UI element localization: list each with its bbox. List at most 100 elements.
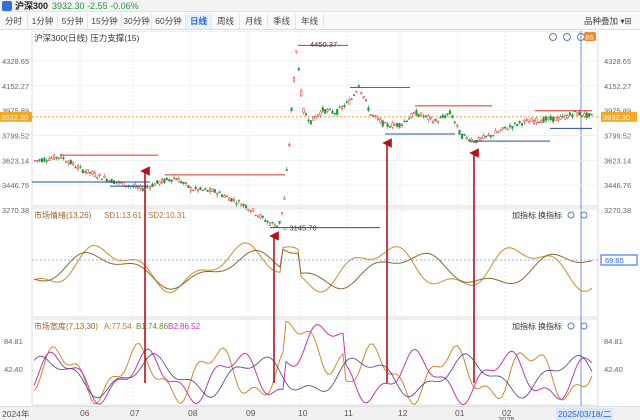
candle-body (444, 115, 447, 119)
candle-body (499, 129, 502, 132)
tab-4[interactable]: 30分钟 (122, 13, 152, 29)
candle-body (568, 112, 572, 116)
time-label: 11 (344, 408, 353, 418)
candle-body (151, 183, 154, 188)
candle-body (321, 107, 324, 112)
candle-body (271, 221, 274, 224)
price-tag-right (601, 111, 637, 122)
candle-body (256, 215, 260, 218)
candle-body (105, 178, 108, 182)
candle-body (484, 135, 488, 138)
grid-icon[interactable]: ⊞ (624, 16, 632, 26)
candle-body (504, 126, 507, 129)
tab-0[interactable]: 分时 (0, 13, 28, 29)
tab-3[interactable]: 15分钟 (88, 13, 122, 29)
candle-body (441, 115, 444, 118)
tab-10[interactable]: 年线 (296, 13, 324, 29)
overlay-button[interactable]: 品种叠加 ▾ (584, 15, 625, 27)
candle-body (160, 179, 164, 183)
candle-body (487, 134, 490, 137)
price-change-pct: -0.06% (110, 1, 139, 11)
candle-body (223, 195, 226, 198)
candle-body (384, 122, 387, 124)
candle-body (588, 113, 591, 117)
candle-body (110, 178, 113, 184)
panel3-frame (31, 318, 599, 406)
add-indicator-link: 加指标 (512, 321, 536, 331)
badge-text: B5 (586, 35, 594, 42)
candle-body (88, 171, 92, 174)
tab-6[interactable]: 日线 (186, 13, 212, 29)
candle-body (175, 178, 178, 180)
candle-body (194, 186, 197, 190)
y-tick-label-left: 3446.76 (2, 181, 29, 190)
candle-body (72, 162, 75, 166)
candle-body (350, 98, 353, 100)
candle-body (348, 99, 351, 105)
candle-body (273, 224, 276, 227)
breadth-line-b2 (33, 324, 593, 406)
candle-body (458, 129, 461, 135)
y-tick-label-right: 4328.65 (604, 57, 631, 66)
candle-body (367, 107, 370, 111)
candle-body (456, 124, 459, 127)
tab-7[interactable]: 周线 (212, 13, 240, 29)
y-tick-label-left: 4152.27 (2, 82, 29, 91)
candle-body (453, 121, 456, 124)
time-label: 08 (188, 408, 198, 418)
candle-body (345, 101, 348, 103)
price-tag-left-text: 3932.30 (1, 113, 28, 122)
candle-body (146, 186, 149, 188)
candle-body (249, 210, 252, 213)
candle-body (204, 188, 207, 190)
candle-body (571, 114, 574, 118)
candle-body (189, 187, 192, 192)
candle-body (489, 135, 492, 138)
candle-body (578, 111, 581, 116)
candle-body (340, 106, 344, 109)
time-label: 2024年 (2, 409, 30, 419)
close-icon (580, 211, 588, 219)
candle-body (403, 120, 406, 123)
chart-svg[interactable]: 沪深300(日线) 压力支撑(15) B5 4328.65 4328.65 4152.2… (0, 30, 640, 406)
candle-body (472, 141, 476, 143)
candle-body (446, 113, 449, 115)
panel3-y-tick: 84.81 (4, 337, 23, 346)
candle-body (564, 115, 567, 120)
chart-area[interactable]: 沪深300(日线) 压力支撑(15) B5 4328.65 4328.65 4152.2… (0, 30, 640, 406)
candle-body (33, 160, 36, 162)
candle-body (96, 177, 99, 179)
candle-body (463, 133, 466, 136)
add-indicator-link: 加指标 (512, 210, 536, 220)
y-tick-label-left: 4328.65 (2, 57, 29, 66)
y-tick-label-left: 3799.52 (2, 131, 29, 140)
candle-body (590, 113, 593, 116)
price-readout: 3932.30 -2.55 -0.06% (52, 0, 139, 12)
candle-body (158, 181, 161, 185)
candle-body (276, 225, 279, 227)
candle-body (84, 171, 87, 173)
tab-8[interactable]: 月线 (240, 13, 268, 29)
tab-5[interactable]: 60分钟 (152, 13, 186, 29)
tab-9[interactable]: 季线 (268, 13, 296, 29)
candle-body (427, 115, 430, 120)
panel2-sd1: SD1:13.61 (104, 211, 142, 220)
main-panel-title: 沪深300(日线) 压力支撑(15) (34, 33, 139, 43)
panel2-value-tag (600, 254, 638, 266)
candle-body (98, 173, 101, 176)
candle-body (74, 167, 77, 169)
y-tick-label-left: 3623.14 (2, 156, 29, 165)
candle-body (532, 120, 536, 124)
candle-body (408, 118, 411, 120)
candle-body (326, 109, 329, 112)
candle-body (91, 171, 94, 175)
candle-body (237, 200, 240, 202)
candle-body (417, 114, 420, 117)
candle-body (218, 191, 221, 194)
tab-1[interactable]: 1分钟 (28, 13, 58, 29)
tab-2[interactable]: 5分钟 (58, 13, 88, 29)
candle-body (201, 189, 204, 191)
candle-body (64, 161, 68, 163)
candle-body (432, 120, 435, 124)
low-annotation: ←3145.70 (282, 224, 317, 233)
